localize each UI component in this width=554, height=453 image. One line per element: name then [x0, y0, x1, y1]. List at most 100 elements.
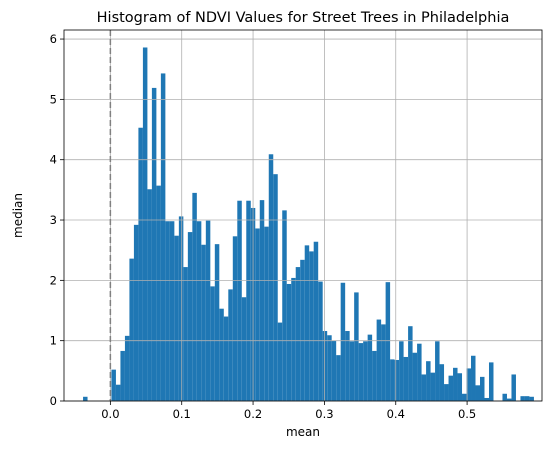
histogram-bar [408, 326, 413, 401]
histogram-bar [466, 368, 472, 401]
histogram-bar [282, 210, 287, 401]
histogram-bar [435, 341, 440, 401]
histogram-bar [506, 398, 512, 401]
plot-frame [63, 29, 543, 402]
histogram-bar [160, 73, 166, 402]
x-axis-label: mean [286, 425, 320, 439]
histogram-bar [403, 356, 409, 401]
histogram-bar [219, 308, 224, 401]
histogram-bar [259, 200, 265, 401]
histogram-bar [511, 374, 516, 401]
histogram-bar [295, 267, 301, 401]
histogram-bar [138, 127, 143, 401]
y-tick-label: 6 [50, 32, 57, 46]
histogram-bar [228, 289, 233, 401]
histogram-bar [291, 277, 296, 401]
histogram-bar [183, 267, 188, 401]
histogram-bar [367, 334, 373, 401]
x-tick-label: 0.2 [244, 407, 262, 421]
histogram-bar [488, 362, 494, 401]
histogram-bar [484, 397, 489, 401]
histogram-bar [417, 343, 422, 401]
histogram-bar [340, 282, 346, 401]
histogram-bar [111, 369, 116, 401]
histogram-bar [277, 322, 283, 401]
y-tick-label: 2 [50, 273, 57, 287]
histogram-bar [205, 220, 211, 401]
y-axis-ticks: 0 1 2 3 4 5 6 [50, 32, 64, 408]
histogram-bar [241, 297, 247, 401]
histogram-bar [201, 244, 206, 401]
histogram-bar [376, 319, 382, 401]
histogram-bar [120, 350, 125, 401]
y-tick-label: 4 [50, 153, 57, 167]
histogram-bar [223, 316, 229, 401]
histogram-bar [331, 340, 337, 401]
histogram-bar [399, 341, 404, 401]
histogram-bar [273, 174, 278, 401]
histogram-bar [237, 200, 242, 401]
histogram-bar [142, 47, 148, 402]
histogram-bar [381, 324, 386, 401]
histogram-bar [196, 221, 202, 401]
histogram-bar [354, 292, 359, 401]
histogram-bar [151, 87, 157, 401]
histogram-bar [444, 384, 449, 401]
histogram-bar [174, 235, 179, 401]
histogram-bar [358, 343, 364, 401]
histogram-bar [147, 189, 152, 401]
histogram-bar [268, 154, 274, 401]
y-axis-label: median [11, 193, 25, 238]
x-tick-label: 0.3 [315, 407, 333, 421]
histogram-bar [349, 341, 355, 401]
histogram-bar [471, 355, 476, 401]
histogram-bar [318, 281, 323, 401]
histogram-bar [187, 232, 193, 401]
histogram-bar [165, 221, 170, 401]
histogram-bar [502, 393, 507, 401]
histogram-bar [336, 355, 341, 401]
x-tick-label: 0.5 [458, 407, 476, 421]
histogram-bar [529, 396, 534, 401]
x-tick-label: 0.0 [101, 407, 119, 421]
histogram-bar [304, 245, 310, 401]
histogram-bar [462, 393, 467, 401]
histogram-bar [129, 258, 134, 401]
x-tick-label: 0.1 [173, 407, 191, 421]
y-tick-label: 5 [50, 92, 57, 106]
histogram-bar [255, 228, 260, 401]
histogram-bar [475, 385, 480, 401]
histogram-bar [232, 236, 238, 401]
x-axis-ticks: 0.0 0.1 0.2 0.3 0.4 0.5 [101, 401, 476, 421]
grid-lines [64, 30, 542, 402]
histogram-bar [363, 341, 368, 401]
histogram-bar [178, 216, 184, 401]
y-tick-label: 1 [50, 334, 57, 348]
histogram-bar [524, 396, 530, 401]
histogram-bar [133, 224, 139, 401]
histogram-bar [480, 376, 485, 401]
histogram-bar [372, 350, 377, 401]
chart-title: Histogram of NDVI Values for Street Tree… [97, 10, 510, 26]
histogram-bar [520, 396, 525, 401]
histogram-bar [286, 283, 292, 401]
histogram-bar [214, 244, 220, 401]
histogram-bar [430, 372, 436, 401]
histogram-bar [421, 374, 427, 401]
y-tick-label: 3 [50, 213, 57, 227]
histogram-bar [439, 364, 445, 401]
histogram-bar [313, 241, 319, 401]
histogram-bar [210, 286, 215, 401]
histogram-bar [83, 396, 88, 401]
histogram-bar [426, 361, 431, 401]
histogram-bar [385, 282, 391, 401]
x-tick-label: 0.4 [387, 407, 405, 421]
y-tick-label: 0 [50, 394, 57, 408]
histogram-bar [394, 359, 400, 401]
histogram-bar [453, 367, 458, 401]
histogram-bar [390, 359, 395, 401]
histogram-bar [156, 185, 161, 401]
histogram-bar [192, 192, 197, 401]
histogram-bar [264, 226, 269, 401]
